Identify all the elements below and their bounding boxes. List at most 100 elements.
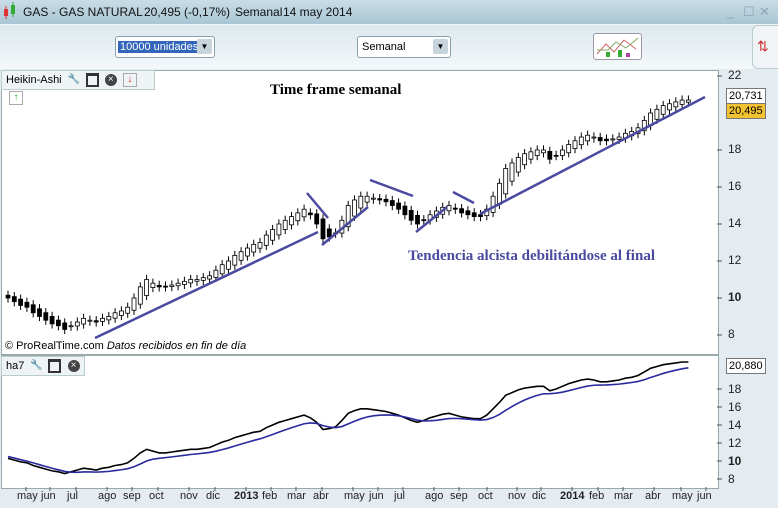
candle xyxy=(534,149,540,156)
period-label: Semanal xyxy=(235,5,283,19)
candle xyxy=(370,197,376,200)
candle xyxy=(289,216,294,226)
candle xyxy=(37,308,42,317)
candle xyxy=(251,243,257,253)
chart-indicators-icon[interactable] xyxy=(593,33,642,60)
candle xyxy=(415,214,420,225)
candle xyxy=(112,312,118,319)
candle xyxy=(43,312,49,321)
x-tick-label: nov xyxy=(180,490,198,502)
y2-tick-label: 16 xyxy=(728,400,742,414)
move-down-icon[interactable]: ↓ xyxy=(122,73,137,88)
x-tick-label: jun xyxy=(41,490,56,502)
x-tick-label: mar xyxy=(287,490,306,502)
indicator-panel[interactable] xyxy=(1,355,719,489)
candle xyxy=(578,136,584,146)
trendline[interactable] xyxy=(94,230,319,340)
minimize-button[interactable]: _ xyxy=(727,4,735,19)
candle xyxy=(219,264,225,275)
candle xyxy=(144,279,150,296)
trendline[interactable] xyxy=(321,206,369,246)
candle xyxy=(238,251,244,261)
candle xyxy=(314,213,320,225)
x-tick-label: dic xyxy=(532,490,547,502)
candle xyxy=(200,277,206,281)
trendline[interactable] xyxy=(452,190,475,205)
x-tick-label: sep xyxy=(123,490,141,502)
candle xyxy=(232,255,238,266)
candle xyxy=(547,150,553,160)
candle xyxy=(181,280,187,285)
x-tick-label: 2014 xyxy=(560,490,585,502)
toolbar: 10000 unidades ▼ Semanal ▼ ⇅ xyxy=(0,25,778,69)
candle xyxy=(100,317,105,322)
close-circle-icon[interactable]: × xyxy=(67,360,80,373)
candle xyxy=(74,321,80,327)
candle xyxy=(194,279,200,282)
units-select[interactable]: 10000 unidades ▼ xyxy=(115,36,215,58)
wrench-icon[interactable]: 🔧 xyxy=(67,74,81,86)
chevron-down-icon: ▼ xyxy=(197,39,212,54)
candle xyxy=(175,282,181,287)
x-tick-label: jul xyxy=(394,490,406,502)
candle xyxy=(490,195,496,213)
x-tick-label: feb xyxy=(589,490,605,502)
close-circle-icon[interactable]: × xyxy=(104,74,117,87)
trendline[interactable] xyxy=(479,95,706,216)
candle xyxy=(5,294,11,299)
candle xyxy=(396,202,402,210)
candle xyxy=(364,195,370,203)
candle xyxy=(93,320,99,323)
candle xyxy=(471,212,477,218)
candle xyxy=(49,316,55,325)
x-tick-label: oct xyxy=(478,490,493,502)
maximize-button[interactable]: ☐ xyxy=(743,4,755,19)
candle xyxy=(352,199,357,217)
candle xyxy=(156,284,162,288)
candle xyxy=(515,156,521,173)
y2-tick-label: 10 xyxy=(728,454,742,468)
y-tick-label: 22 xyxy=(728,68,742,82)
trendline[interactable] xyxy=(369,178,414,198)
candle xyxy=(654,108,660,120)
window-icon[interactable] xyxy=(85,73,99,88)
candle xyxy=(282,219,288,230)
candle xyxy=(276,223,282,236)
price-panel-header: Heikin-Ashi 🔧 × ↓ ↑ xyxy=(1,70,155,106)
trendline[interactable] xyxy=(415,206,448,233)
candle xyxy=(452,207,458,210)
candle xyxy=(301,208,307,218)
move-up-icon[interactable]: ↑ xyxy=(9,91,23,106)
candle xyxy=(496,182,502,205)
candle xyxy=(408,210,414,221)
candle xyxy=(213,269,219,278)
x-tick-label: jul xyxy=(67,490,79,502)
candle xyxy=(478,214,483,218)
timeframe-select[interactable]: Semanal ▼ xyxy=(357,36,451,58)
y2-tick-label: 18 xyxy=(728,382,742,396)
candle xyxy=(24,301,30,308)
trendline[interactable] xyxy=(306,192,329,219)
candle xyxy=(244,247,250,257)
y-tick-label: 8 xyxy=(728,327,735,341)
candle xyxy=(207,275,213,280)
candle xyxy=(307,212,313,216)
candle xyxy=(131,297,137,311)
candle xyxy=(125,306,131,314)
annotation-trend: Tendencia alcista debilitándose al final xyxy=(408,248,655,264)
candle xyxy=(560,149,565,156)
candle xyxy=(553,154,559,157)
candle xyxy=(188,279,194,284)
y-tick-label: 18 xyxy=(728,142,742,156)
candle xyxy=(503,168,509,195)
candle xyxy=(30,304,36,314)
y-tick-label: 10 xyxy=(728,290,742,304)
candle xyxy=(660,105,666,115)
side-panel-toggle[interactable]: ⇅ xyxy=(752,25,778,69)
candle xyxy=(383,198,389,203)
candle xyxy=(56,319,61,327)
window-icon[interactable] xyxy=(48,359,62,374)
wrench-icon[interactable]: 🔧 xyxy=(30,360,43,372)
close-button[interactable]: ✕ xyxy=(759,4,770,19)
candle xyxy=(119,310,124,316)
